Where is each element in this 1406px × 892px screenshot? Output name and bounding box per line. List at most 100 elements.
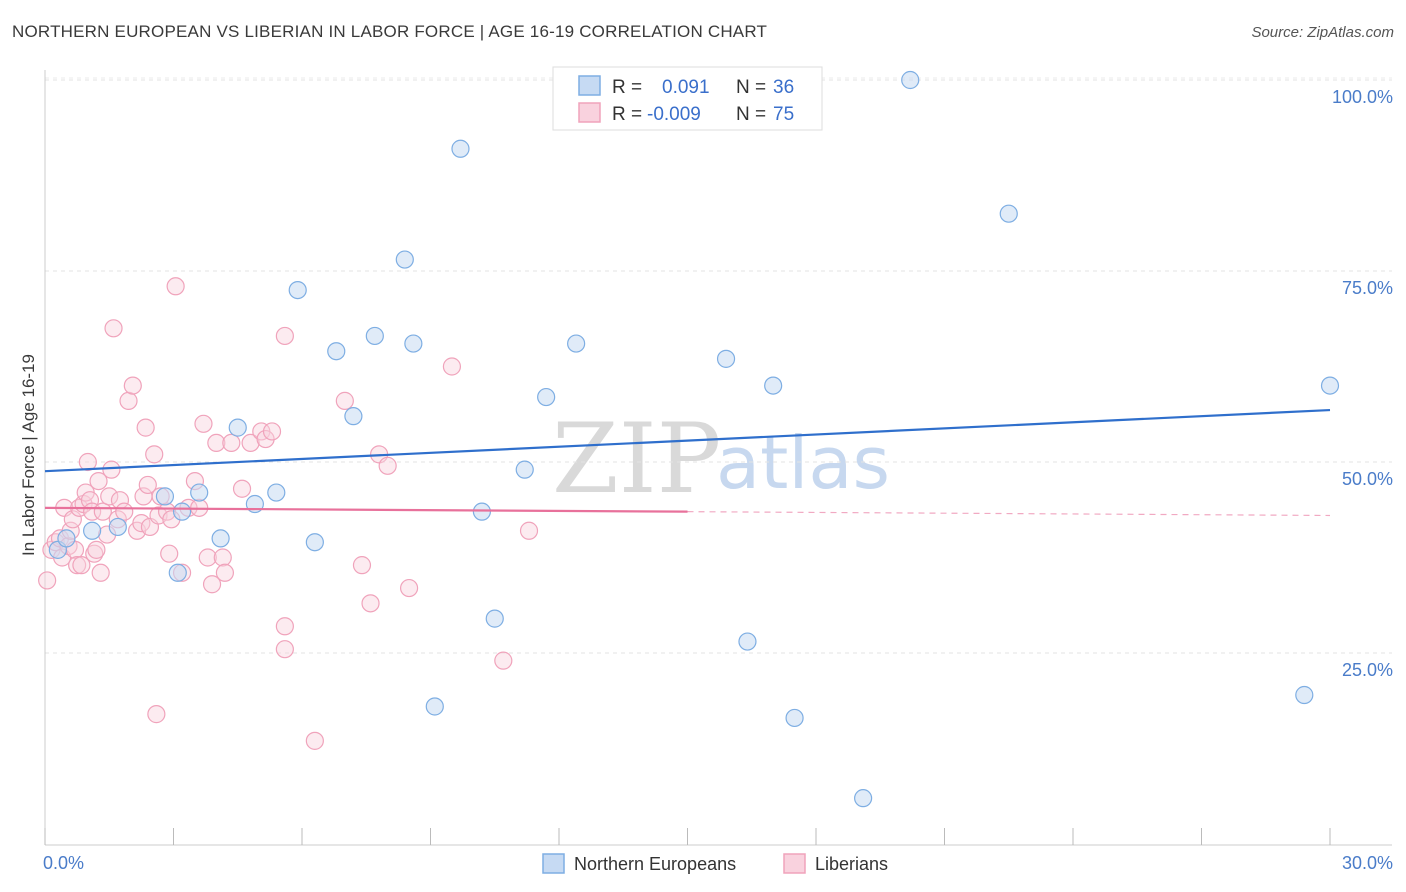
x-tick-label: 30.0% [1342,853,1393,873]
point-liberians [104,319,123,338]
point-northern-europeans [83,521,102,540]
y-tick-label: 100.0% [1332,87,1393,107]
point-northern-europeans [288,281,307,300]
point-northern-europeans [344,407,363,426]
point-northern-europeans [267,483,286,502]
point-northern-europeans [451,139,470,158]
point-liberians [222,433,241,452]
bottom-legend-liberians: Liberians [815,854,888,874]
legend-r-value: 0.091 [662,77,710,98]
point-liberians [119,391,138,410]
y-tick-label: 50.0% [1342,469,1393,489]
y-tick-label: 25.0% [1342,660,1393,680]
point-liberians [93,502,112,521]
point-liberians [262,422,282,441]
point-liberians [399,578,419,598]
bottom-legend-northern-europeans: Northern Europeans [574,854,736,874]
point-northern-europeans [172,502,192,521]
point-northern-europeans [108,517,127,537]
point-liberians [166,277,185,296]
legend-swatch-northern-europeans [578,75,601,96]
x-tick-labels: 0.0% 30.0% [43,853,1393,873]
point-liberians [275,617,294,636]
point-liberians [275,640,294,659]
x-tick-label: 0.0% [43,853,84,873]
point-liberians [232,479,252,498]
y-axis-label: In Labor Force | Age 16-19 [19,354,38,556]
legend-r-value: -0.009 [647,104,701,125]
point-liberians [145,445,164,464]
point-liberians [335,391,354,410]
point-liberians [442,357,462,376]
point-liberians [78,452,97,472]
point-northern-europeans [515,460,534,479]
point-liberians [207,433,226,452]
point-liberians [256,429,275,449]
point-northern-europeans [395,250,414,269]
point-northern-europeans [404,334,423,353]
point-liberians [89,472,108,491]
grid-lines [45,77,1392,654]
point-liberians [68,556,87,575]
point-liberians [213,548,232,567]
chart-source: Source: ZipAtlas.com [1251,24,1394,41]
axes [44,70,1392,846]
point-northern-europeans [1320,376,1340,395]
point-liberians [305,731,324,750]
point-northern-europeans [901,70,920,90]
watermark-zip: ZIP [552,403,721,515]
point-liberians [136,418,155,437]
point-liberians [202,575,222,594]
point-northern-europeans [716,349,736,368]
legend-n-label: N = [736,104,766,125]
y-tick-label: 75.0% [1342,278,1393,298]
legend-r-label: R = [612,77,642,98]
point-liberians [138,475,157,495]
point-liberians [87,540,106,559]
point-liberians [519,521,539,540]
point-northern-europeans [854,789,873,808]
point-liberians [91,563,110,582]
point-northern-europeans [228,418,247,437]
legend-box: R = 0.091 N = 36 R = -0.009 N = 75 [552,66,823,131]
point-liberians [160,544,179,563]
point-northern-europeans [738,632,757,651]
point-liberians [102,460,121,479]
point-northern-europeans [537,387,556,407]
point-liberians [215,563,234,582]
point-liberians [147,705,166,724]
point-northern-europeans [785,708,804,728]
point-liberians [100,487,119,506]
trend-line-liberians [44,506,688,513]
legend-n-label: N = [736,77,766,98]
point-northern-europeans [1295,685,1314,705]
y-tick-labels: 25.0% 50.0% 75.0% 100.0% [1332,87,1393,680]
chart-title: NORTHERN EUROPEAN VS LIBERIAN IN LABOR F… [12,22,768,41]
legend-swatch-liberians [578,102,601,123]
bottom-legend-swatch-liberians [783,853,806,874]
data-points [38,70,1340,808]
point-northern-europeans [305,533,324,552]
point-northern-europeans [472,502,491,521]
point-liberians [198,548,217,567]
point-northern-europeans [155,487,175,506]
point-northern-europeans [327,342,346,361]
point-liberians [241,433,260,452]
point-liberians [38,571,57,590]
watermark-atlas: atlas [716,421,890,505]
point-liberians [378,456,397,475]
point-liberians [115,502,134,521]
point-northern-europeans [211,529,230,548]
point-northern-europeans [365,326,384,346]
point-northern-europeans [57,529,76,548]
trend-line-northern-europeans [44,408,1331,473]
point-northern-europeans [567,334,586,353]
point-northern-europeans [764,376,783,395]
point-liberians [494,651,513,670]
trend-lines [44,408,1331,517]
point-northern-europeans [999,204,1018,223]
point-liberians [72,556,91,575]
point-northern-europeans [425,697,444,716]
bottom-legend: Northern Europeans Liberians [542,853,888,874]
point-liberians [361,594,380,613]
